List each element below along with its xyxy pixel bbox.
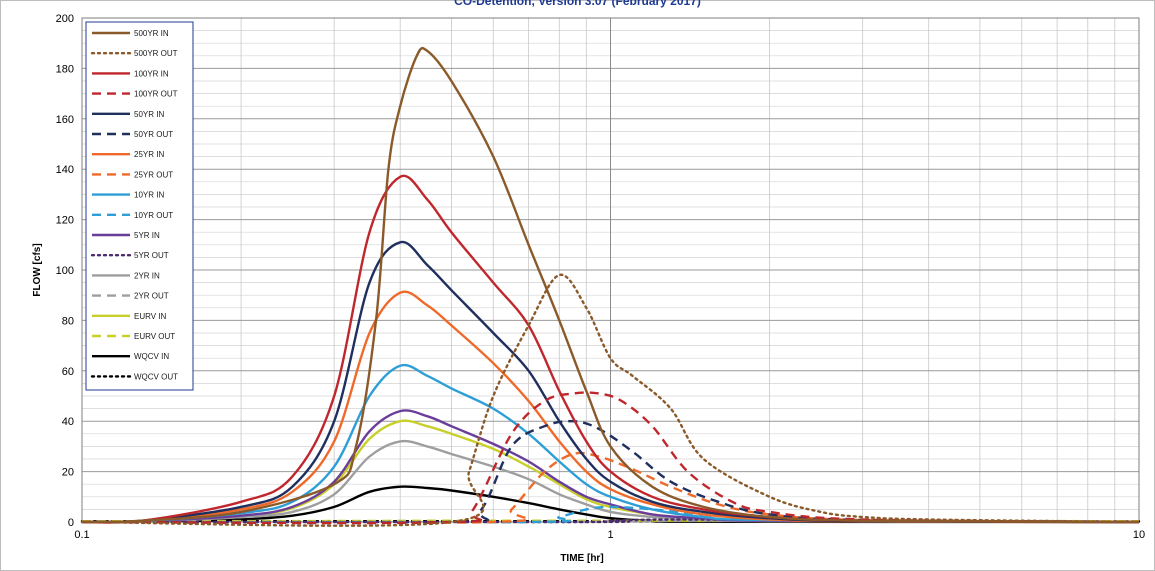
series-line-500yr-out (80, 273, 1141, 527)
legend: 500YR IN 500YR OUT 100YR IN 100YR OUT 50YR I… (85, 21, 194, 391)
y-axis-label: FLOW [cfs] (32, 243, 43, 296)
legend-label-2yr-in: 2YR IN (134, 271, 160, 280)
y-tick-label: 140 (56, 164, 74, 176)
series-line-50yr-in (81, 240, 1140, 524)
y-tick-label: 180 (56, 63, 74, 75)
series-layer (80, 46, 1141, 527)
legend-label-5yr-in: 5YR IN (134, 231, 160, 240)
x-tick-label: 1 (607, 529, 613, 541)
legend-label-wqcv-out: WQCV OUT (134, 372, 178, 381)
y-tick-label: 20 (62, 467, 74, 479)
series-line-25yr-out (81, 451, 1140, 525)
y-tick-label: 160 (56, 114, 74, 126)
legend-label-100yr-out: 100YR OUT (134, 90, 178, 99)
legend-label-25yr-out: 25YR OUT (134, 170, 173, 179)
y-tick-label: 100 (56, 265, 74, 277)
series-line-100yr-out (81, 391, 1140, 525)
legend-label-500yr-in: 500YR IN (134, 29, 169, 38)
x-tick-label: 0.1 (74, 529, 89, 541)
y-axis-ticks: 0 20 40 60 80 100 120 140 160 180 200 (56, 13, 74, 529)
y-tick-label: 0 (68, 517, 74, 529)
legend-label-wqcv-in: WQCV IN (134, 352, 169, 361)
x-tick-label: 10 (1133, 529, 1145, 541)
y-tick-label: 120 (56, 215, 74, 227)
y-tick-label: 80 (62, 315, 74, 327)
x-axis-label: TIME [hr] (560, 553, 603, 564)
legend-label-10yr-out: 10YR OUT (134, 211, 173, 220)
legend-label-25yr-in: 25YR IN (134, 150, 164, 159)
legend-label-50yr-out: 50YR OUT (134, 130, 173, 139)
y-tick-label: 40 (62, 416, 74, 428)
legend-label-5yr-out: 5YR OUT (134, 251, 169, 260)
legend-label-10yr-in: 10YR IN (134, 191, 164, 200)
legend-label-eurv-in: EURV IN (134, 312, 167, 321)
legend-label-500yr-out: 500YR OUT (134, 49, 178, 58)
legend-box (85, 21, 194, 391)
y-tick-label: 200 (56, 13, 74, 25)
series-line-500yr-in (81, 46, 1140, 524)
y-tick-label: 60 (62, 366, 74, 378)
legend-label-50yr-in: 50YR IN (134, 110, 164, 119)
legend-label-eurv-out: EURV OUT (134, 332, 175, 341)
x-axis-ticks: 0.1 1 10 (74, 529, 1145, 541)
chart-title: CO-Detention, Version 3.07 (February 201… (454, 0, 701, 8)
series-line-10yr-in (81, 363, 1140, 524)
legend-label-100yr-in: 100YR IN (134, 69, 169, 78)
legend-label-2yr-out: 2YR OUT (134, 292, 169, 301)
